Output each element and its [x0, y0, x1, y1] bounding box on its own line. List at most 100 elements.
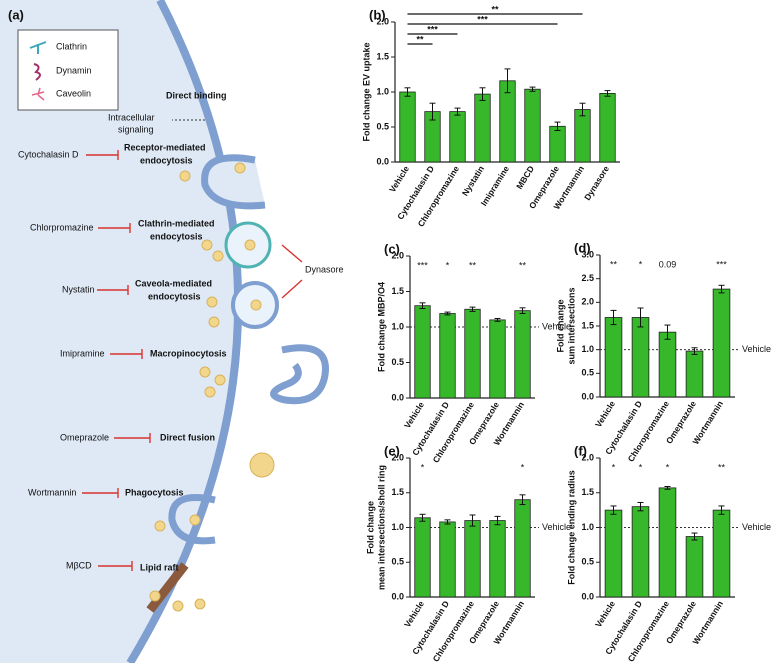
caveolin-icon	[31, 87, 45, 101]
inhibitor-label: Omeprazole	[60, 432, 109, 442]
pathway-label: Lipid raft	[140, 562, 179, 572]
inhibitor-label: MβCD	[66, 560, 92, 570]
bar	[549, 125, 566, 163]
panel-label: (d)	[574, 240, 591, 255]
pathway-label: endocytosis	[140, 155, 193, 165]
y-tick-label: 0.5	[391, 357, 404, 367]
y-axis-label: Fold change MBP/O4	[376, 282, 386, 372]
vesicle	[189, 514, 201, 526]
x-tick-label: Vehicle	[593, 399, 617, 429]
bar	[439, 521, 456, 598]
significance-label: *	[639, 462, 643, 472]
y-tick-label: 1.0	[581, 344, 594, 354]
y-tick-label: 1.0	[581, 522, 594, 532]
x-tick-label: Vehicle	[387, 164, 411, 194]
pathway-label: endocytosis	[148, 291, 201, 301]
y-tick-label: 1.5	[391, 487, 404, 497]
pathway-label: Phagocytosis	[125, 487, 184, 497]
bar	[489, 520, 506, 598]
bar	[474, 93, 491, 163]
y-tick-label: 0.0	[391, 591, 404, 601]
x-tick-label: MBCD	[514, 164, 536, 191]
vesicle	[244, 239, 256, 251]
inhibitor-label: Wortmannin	[28, 487, 76, 497]
bar	[712, 288, 731, 398]
panel-label: (e)	[384, 443, 400, 458]
y-tick-label: 0.5	[581, 557, 594, 567]
inhibitor-line	[281, 244, 303, 263]
significance-label: *	[446, 260, 450, 270]
y-tick-label: 0.5	[581, 368, 594, 378]
y-tick-label: 2.0	[376, 16, 389, 26]
significance-label: **	[469, 260, 477, 270]
bar	[464, 308, 481, 399]
y-tick-label: 2.0	[581, 297, 594, 307]
significance-label: ***	[417, 260, 428, 270]
pathway-label: Direct binding	[166, 90, 227, 100]
x-tick-label: Dynasore	[582, 164, 611, 202]
significance-label: **	[519, 260, 527, 270]
legend-label: Clathrin	[56, 41, 87, 51]
y-tick-label: 0.0	[376, 156, 389, 166]
bar	[514, 499, 531, 598]
significance-label: *	[612, 462, 616, 472]
reference-label: Vehicle	[542, 522, 571, 532]
y-tick-label: 1.0	[391, 522, 404, 532]
significance-label: ***	[716, 259, 727, 269]
vesicle	[154, 520, 166, 532]
reference-label: Vehicle	[742, 344, 771, 354]
y-axis-label: Fold change EV uptake	[361, 42, 371, 141]
bar	[414, 517, 431, 598]
bar	[514, 310, 531, 399]
y-tick-label: 2.0	[391, 452, 404, 462]
bar	[631, 317, 650, 398]
x-tick-label: Nystatin	[460, 164, 486, 198]
y-tick-label: 0.0	[581, 591, 594, 601]
reference-label: Vehicle	[542, 321, 571, 331]
y-tick-label: 0.0	[581, 391, 594, 401]
vesicle	[172, 600, 184, 612]
inhibitor-label: Dynasore	[305, 264, 344, 274]
vesicle	[204, 386, 216, 398]
panel-label: (c)	[384, 241, 400, 256]
vesicle	[249, 452, 275, 478]
inhibitor-label: Imipramine	[60, 348, 105, 358]
phagocytosis-pocket	[168, 494, 216, 545]
x-tick-label: Vehicle	[402, 400, 426, 430]
pathway-label: Intracellular	[108, 112, 155, 122]
bar	[414, 305, 431, 399]
y-tick-label: 2.0	[391, 250, 404, 260]
pathway-label: Caveola-mediated	[135, 278, 212, 288]
legend-box	[17, 29, 119, 111]
pathway-label: Macropinocytosis	[150, 348, 227, 358]
bar	[685, 536, 704, 598]
significance-label: **	[610, 259, 618, 269]
vesicle	[214, 374, 226, 386]
pathway-label: Direct fusion	[160, 432, 215, 442]
y-axis-label: Fold change	[365, 501, 375, 554]
lipid-raft	[146, 562, 189, 613]
vesicle	[199, 366, 211, 378]
bar	[712, 509, 731, 598]
y-axis-label: mean intersections/sholl ring	[376, 465, 386, 590]
y-tick-label: 0.0	[391, 392, 404, 402]
inhibitor-label: Nystatin	[62, 284, 95, 294]
dynamin-icon	[33, 63, 41, 81]
y-tick-label: 2.0	[581, 452, 594, 462]
significance-label: **	[718, 462, 726, 472]
significance-label: *	[639, 259, 643, 269]
bar	[658, 331, 677, 398]
vesicle	[206, 296, 218, 308]
y-tick-label: 1.5	[581, 320, 594, 330]
legend-label: Dynamin	[56, 65, 92, 75]
comparison-label: **	[416, 34, 424, 44]
significance-label: *	[521, 462, 525, 472]
y-tick-label: 1.5	[581, 487, 594, 497]
pathway-label: signaling	[118, 124, 154, 134]
receptor-pocket	[201, 154, 266, 210]
clathrin-icon	[29, 41, 47, 54]
pathway-label: Clathrin-mediated	[138, 218, 215, 228]
bar	[399, 91, 416, 163]
pathway-label: Receptor-mediated	[124, 142, 206, 152]
